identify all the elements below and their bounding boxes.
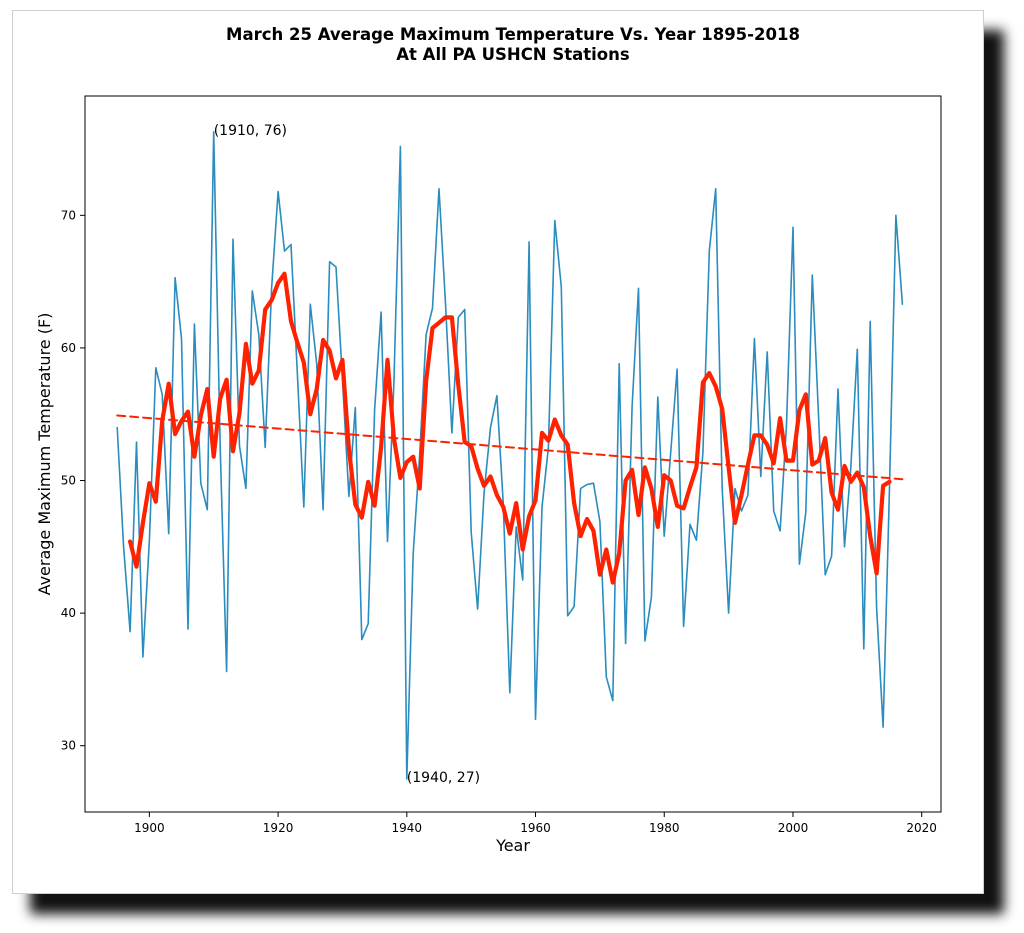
plot-frame <box>84 95 942 813</box>
chart-title: March 25 Average Maximum Temperature Vs.… <box>226 25 800 44</box>
plot-area <box>116 131 904 780</box>
chart-figure: March 25 Average Maximum Temperature Vs.… <box>12 10 984 894</box>
x-tick-label: 1980 <box>649 821 680 835</box>
y-tick-label: 60 <box>61 341 76 355</box>
y-tick-label: 40 <box>61 606 76 620</box>
x-tick-label: 1960 <box>520 821 551 835</box>
x-tick-label: 2020 <box>906 821 937 835</box>
x-axis: 1900 1920 1940 1960 1980 2000 2020 <box>134 812 937 835</box>
y-axis: 30 40 50 60 70 <box>61 208 85 753</box>
point-annotation: (1940, 27) <box>407 770 480 786</box>
x-tick-label: 1920 <box>263 821 294 835</box>
y-tick-label: 70 <box>61 208 76 222</box>
x-axis-label: Year <box>495 836 530 855</box>
x-tick-label: 2000 <box>778 821 809 835</box>
x-tick-label: 1900 <box>134 821 165 835</box>
series-line-smoothed <box>127 271 892 585</box>
y-axis-label: Average Maximum Temperature (F) <box>35 313 54 596</box>
series-line-trend <box>116 414 904 481</box>
chart-subtitle: At All PA USHCN Stations <box>396 45 630 64</box>
y-tick-label: 30 <box>61 739 76 753</box>
annotations: (1910, 76) (1940, 27) <box>214 123 480 786</box>
point-annotation: (1910, 76) <box>214 123 287 139</box>
chart-svg: March 25 Average Maximum Temperature Vs.… <box>35 25 942 855</box>
y-tick-label: 50 <box>61 474 76 488</box>
x-tick-label: 1940 <box>392 821 423 835</box>
